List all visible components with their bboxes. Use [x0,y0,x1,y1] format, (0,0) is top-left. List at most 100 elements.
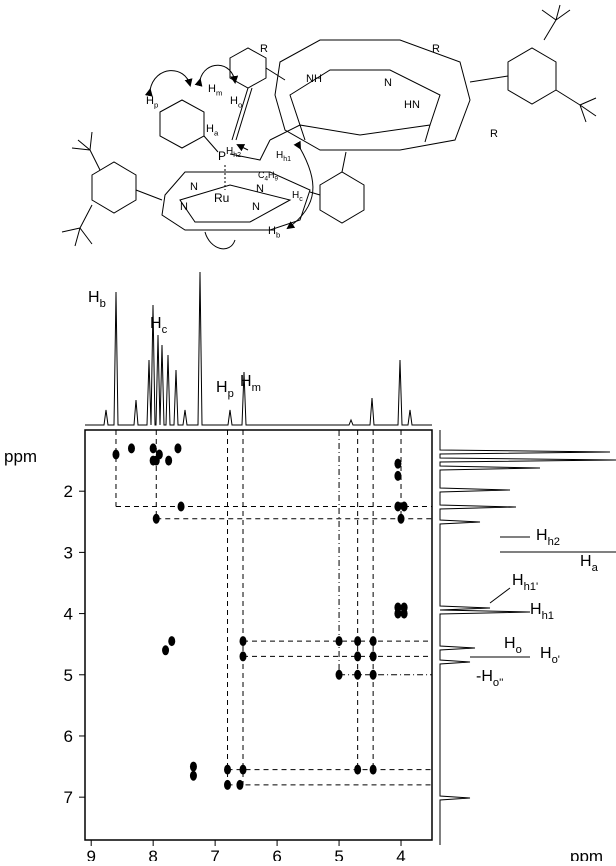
label-text: H [230,95,238,107]
cross-peak [335,669,343,680]
label-text: -H [476,668,493,685]
subscript: b [100,298,106,310]
cross-peak [354,651,362,662]
cross-peak [354,669,362,680]
atom-label: N [256,183,264,195]
top-spectrum [85,271,432,426]
label-text: Ru [214,191,229,205]
x-tick-label: 8 [148,847,157,861]
x-tick-label: 4 [396,847,405,861]
label-text: H [268,170,275,180]
label-text: H [536,527,548,544]
tbutyl-upper [469,4,597,123]
cross-peak [224,764,232,775]
cross-peak [174,443,182,454]
projection-trace [439,430,616,845]
molecule-drawing [61,4,597,250]
label-text: P [218,149,226,163]
cross-peak [354,764,362,775]
y-tick-label: 7 [64,788,73,807]
peak-label: -Ho'' [476,668,503,689]
cross-peak [354,636,362,647]
subscript: h1' [524,581,539,593]
tolyl [319,171,365,224]
cross-peak [127,443,135,454]
projection-trace [85,271,432,426]
atom-label: Hb [268,225,280,239]
porphyrin-core [289,69,441,136]
porphyrin-lower-core [179,184,292,223]
peak-label: Hm [240,373,261,394]
atom-label: N [384,77,392,89]
cross-peak [369,764,377,775]
atom-label: Hh2 [226,146,241,159]
label-text: H [530,601,542,618]
cross-peak [149,443,157,454]
atom-label: Ha [206,123,219,137]
cross-peak [369,669,377,680]
subscript: h2 [233,152,241,159]
y-tick-label: 6 [64,727,73,746]
subscript: 9 [275,176,279,183]
x-tick-label: 5 [334,847,343,861]
atom-label: P [218,149,226,163]
label-text: N [252,201,260,213]
peak-label: Ho' [540,645,560,666]
subscript: h1 [542,610,554,622]
noe-arrow [144,70,193,97]
label-text: H [240,373,252,390]
subscript: a [592,562,599,574]
plot-frame [84,429,433,841]
subscript: m [216,88,222,97]
atom-label: R [490,128,498,140]
peak-label: Hp [216,379,234,400]
cross-peak [394,458,402,469]
label-text: H [146,95,154,107]
label-text: R [490,128,498,140]
subscript: a [214,128,219,137]
subscript: h1 [283,156,291,163]
cross-peak [239,651,247,662]
atom-label: HN [404,99,420,111]
peak-label: Hb [88,289,106,310]
cross-peak [224,779,232,790]
atom-label: Hm [208,83,222,97]
y-tick-label: 3 [64,543,73,562]
noe-arrow [286,140,314,230]
peak-label: Hh1' [512,572,538,593]
cross-peak [189,770,197,781]
tbutyl-lower [61,131,163,247]
cross-peak [335,636,343,647]
atom-label: NH [306,73,322,85]
peak-label: Ha [580,553,599,574]
cross-peak [112,449,120,460]
cross-peak [397,513,405,524]
y-axis-label: ppm [4,447,37,466]
peak-label: Ho [504,635,522,656]
alkyne [231,67,286,141]
cross-peak [236,779,244,790]
cross-peak [400,501,408,512]
tolyl-bonds [269,124,347,196]
cross-peak [177,501,185,512]
cross-peak [189,761,197,772]
subscript: h2 [548,536,560,548]
cross-peak [152,455,160,466]
y-tick-label: 4 [64,605,73,624]
cross-peak [165,455,173,466]
cross-peak [394,608,402,619]
atom-label: N [180,201,188,213]
label-text: H [292,190,299,201]
subscript: p [154,100,158,109]
atom-label: Hp [146,95,158,109]
atom-label: Ho [230,95,242,109]
label-text: H [216,379,228,396]
y-tick-label: 2 [64,482,73,501]
strap [204,231,236,250]
x-tick-label: 7 [210,847,219,861]
label-text: N [180,201,188,213]
aryl-lower [91,161,137,214]
atom-label: N [190,181,198,193]
label-text: H [268,225,276,237]
